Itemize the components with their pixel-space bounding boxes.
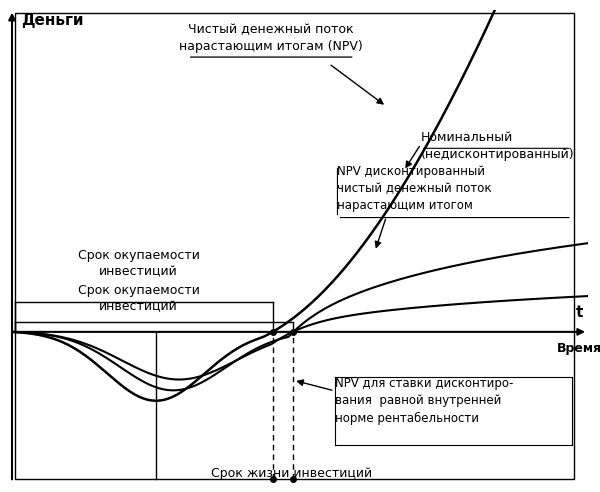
Text: Чистый денежный поток
нарастающим итогам (NPV): Чистый денежный поток нарастающим итогам… bbox=[179, 23, 363, 53]
Text: Деньги: Деньги bbox=[20, 12, 83, 28]
Text: Срок жизни инвестиций: Срок жизни инвестиций bbox=[211, 467, 372, 480]
Text: Срок окупаемости
инвестиций: Срок окупаемости инвестиций bbox=[78, 283, 200, 313]
Text: t: t bbox=[575, 305, 583, 320]
Text: NPV дисконтированный
чистый денежный поток
нарастающим итогом: NPV дисконтированный чистый денежный пот… bbox=[337, 165, 492, 213]
Text: Номинальный
(недисконтированный): Номинальный (недисконтированный) bbox=[421, 130, 575, 160]
Text: NPV для ставки дисконтиро-
вания  равной внутренней
норме рентабельности: NPV для ставки дисконтиро- вания равной … bbox=[335, 377, 513, 425]
Text: Срок окупаемости
инвестиций: Срок окупаемости инвестиций bbox=[78, 248, 200, 278]
Text: Время: Время bbox=[557, 341, 600, 355]
